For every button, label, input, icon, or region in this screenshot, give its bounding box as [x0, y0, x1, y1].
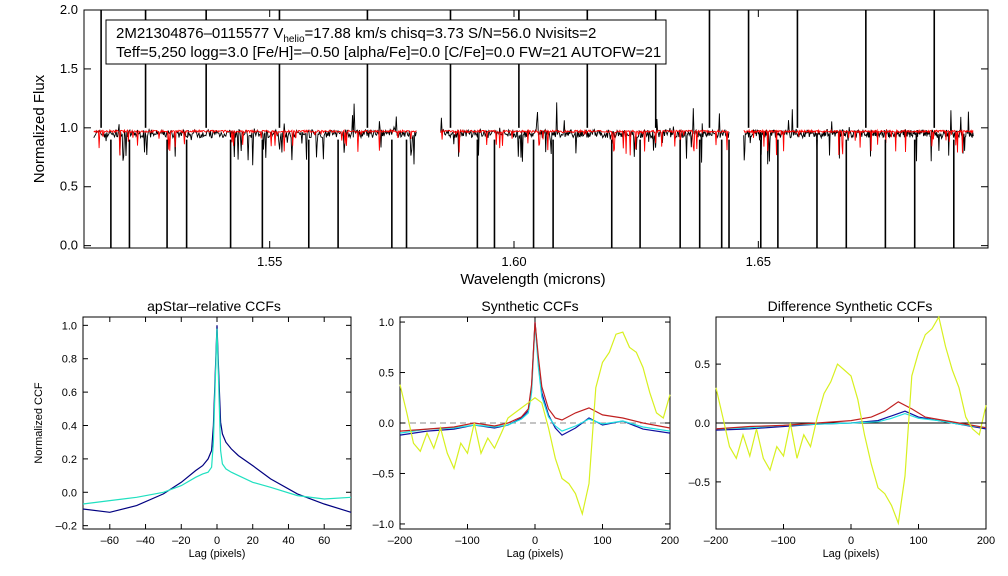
synthetic-xtick-label: –100 [455, 535, 479, 547]
spectrum-plot-area [93, 10, 974, 248]
difference-series-diff-red [715, 401, 987, 430]
difference-axes: –200 –100 0 100 200 –0.5 0.0 0.5 [689, 317, 995, 547]
apstar-x-label: Lag (pixels) [189, 548, 246, 560]
synthetic-ytick-label: –1.0 [373, 519, 394, 531]
apstar-axes: –60 –40 –20 0 20 40 60 –0.2 0.0 0.2 0.4 0.6 0.8 1.0 [56, 317, 351, 547]
apstar-ytick-label: –0.2 [56, 521, 77, 533]
synthetic-series-synth-blue [399, 321, 671, 436]
apstar-series-ccf-1 [82, 325, 352, 513]
info-line-1: 2M21304876–0115577 Vhelio=17.88 km/s chi… [116, 25, 596, 45]
difference-xtick-label: 100 [909, 535, 927, 547]
info-line-1-post: =17.88 km/s chisq=3.73 S/N=56.0 Nvisits=… [305, 25, 597, 42]
spectrum-frame [83, 9, 989, 249]
synthetic-xtick-label: 200 [661, 535, 679, 547]
synthetic-title: Synthetic CCFs [481, 298, 578, 314]
apstar-xtick-label: 40 [282, 535, 294, 547]
difference-xtick-label: –100 [771, 535, 795, 547]
spectrum-ytick-label: 1.5 [60, 61, 78, 76]
spectrum-series-model-chip3 [743, 128, 974, 156]
difference-ytick-label: 0.5 [695, 359, 710, 371]
difference-xtick-label: 0 [848, 535, 854, 547]
apstar-ytick-label: 0.6 [62, 387, 77, 399]
apstar-xtick-label: –20 [172, 535, 190, 547]
apstar-ytick-label: 0.8 [62, 354, 77, 366]
spectrum-ytick-label: 2.0 [60, 2, 78, 17]
info-line-2: Teff=5,250 logg=3.0 [Fe/H]=–0.50 [alpha/… [116, 44, 661, 61]
apstar-ytick-label: 0.2 [62, 454, 77, 466]
synthetic-axes: –200 –100 0 100 200 –1.0 –0.5 0.0 0.5 1.0 [373, 317, 679, 547]
apstar-ytick-label: 1.0 [62, 320, 77, 332]
spectrum-x-label: Wavelength (microns) [460, 271, 605, 288]
spectrum-series-model-chip1 [93, 128, 417, 156]
apstar-panel: apStar–relative CCFs –60 –40 –20 0 20 40 60 –0.… [33, 298, 352, 560]
synthetic-ytick-label: 1.0 [379, 317, 394, 329]
apstar-y-label: Normalized CCF [33, 382, 45, 464]
synthetic-ytick-label: –0.5 [373, 468, 394, 480]
apstar-xtick-label: 0 [214, 535, 220, 547]
spectrum-ytick-label: 0.0 [60, 238, 78, 253]
synthetic-x-label: Lag (pixels) [507, 548, 564, 560]
difference-ytick-label: 0.0 [695, 418, 710, 430]
difference-x-label: Lag (pixels) [823, 548, 880, 560]
difference-xtick-label: 200 [977, 535, 995, 547]
difference-panel: Difference Synthetic CCFs –200 –100 0 100 20… [689, 298, 996, 560]
synthetic-xtick-label: –200 [388, 535, 412, 547]
info-line-1-sub: helio [283, 34, 305, 45]
difference-xtick-label: –200 [704, 535, 728, 547]
apstar-ytick-label: 0.0 [62, 487, 77, 499]
synthetic-ytick-label: 0.5 [379, 368, 394, 380]
apstar-xtick-label: –60 [101, 535, 119, 547]
apstar-xtick-label: –40 [136, 535, 154, 547]
info-line-1-pre: 2M21304876–0115577 V [116, 25, 283, 42]
apstar-title: apStar–relative CCFs [147, 298, 281, 314]
spectrum-axes: 1.55 1.60 1.65 0.0 0.5 1.0 1.5 2.0 [60, 2, 988, 269]
spectrum-series-observed-chip1 [93, 103, 417, 166]
synthetic-xtick-label: 0 [532, 535, 538, 547]
apstar-plot-area [82, 325, 352, 513]
synthetic-ytick-label: 0.0 [379, 418, 394, 430]
spectrum-xtick-label: 1.60 [501, 254, 526, 269]
difference-ytick-label: –0.5 [689, 477, 710, 489]
info-box [105, 19, 667, 65]
spectrum-xtick-label: 1.55 [257, 254, 282, 269]
spectrum-ytick-label: 1.0 [60, 120, 78, 135]
synthetic-series-synth-cyan [399, 324, 671, 434]
synthetic-xtick-label: 100 [593, 535, 611, 547]
difference-plot-area [715, 315, 987, 526]
synthetic-series-synth-yellow [399, 331, 671, 517]
spectrum-series-model-chip2 [440, 128, 730, 156]
difference-title: Difference Synthetic CCFs [768, 298, 933, 314]
apstar-xtick-label: 20 [247, 535, 259, 547]
spectrum-ytick-label: 0.5 [60, 179, 78, 194]
apstar-xtick-label: 60 [318, 535, 330, 547]
apstar-series-ccf-2 [82, 328, 352, 505]
spectrum-series-observed-chip3 [743, 109, 974, 165]
spectrum-panel: 1.55 1.60 1.65 0.0 0.5 1.0 1.5 2.0 2M21304876–0… [31, 2, 989, 288]
spectrum-xtick-label: 1.65 [746, 254, 771, 269]
spectrum-y-label: Normalized Flux [31, 74, 48, 183]
apstar-ytick-label: 0.4 [62, 421, 77, 433]
difference-series-diff-yellow [715, 315, 987, 526]
synthetic-plot-area [399, 321, 671, 517]
synthetic-series-synth-red [399, 321, 671, 432]
synthetic-panel: Synthetic CCFs –200 –100 0 100 200 –1.0 –0.5 0.… [373, 298, 680, 560]
